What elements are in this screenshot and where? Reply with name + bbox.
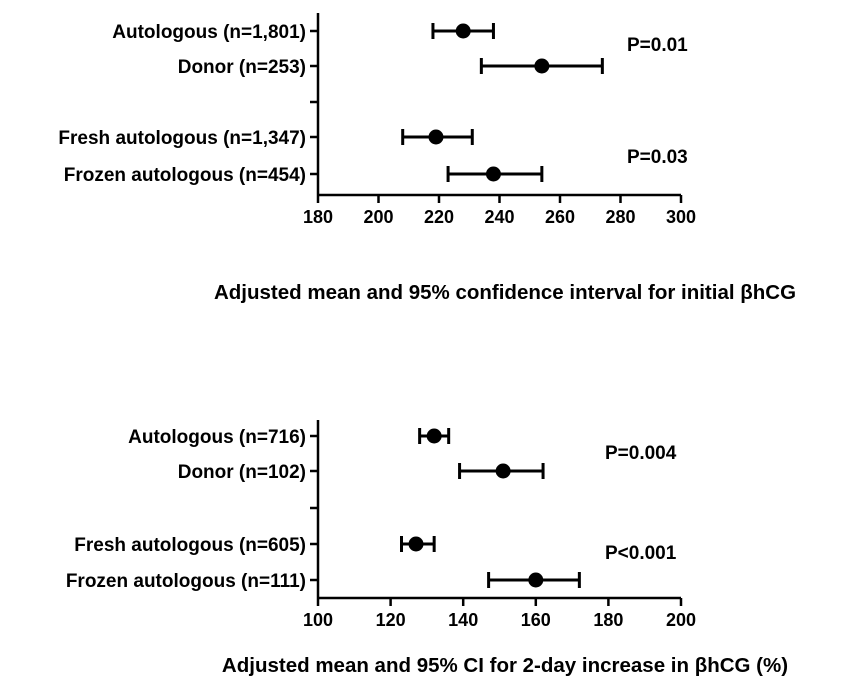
p-value-annotation: P<0.001 [605, 543, 677, 564]
mean-point [534, 58, 550, 74]
x-tick-label: 300 [666, 207, 696, 227]
x-tick-label: 200 [363, 207, 393, 227]
category-label: Donor (n=102) [178, 462, 306, 483]
p-value-annotation: P=0.03 [627, 147, 688, 168]
mean-point [408, 536, 424, 552]
category-label: Frozen autologous (n=454) [64, 165, 306, 186]
category-label: Donor (n=253) [178, 57, 306, 78]
mean-point [495, 463, 511, 479]
mean-point [455, 23, 471, 39]
x-tick-label: 240 [484, 207, 514, 227]
mean-point [428, 129, 444, 145]
x-tick-label: 220 [424, 207, 454, 227]
category-label: Frozen autologous (n=111) [66, 571, 306, 592]
x-tick-label: 260 [545, 207, 575, 227]
x-tick-label: 140 [448, 610, 478, 630]
p-value-annotation: P=0.01 [627, 35, 688, 56]
x-tick-label: 180 [593, 610, 623, 630]
p-value-annotation: P=0.004 [605, 443, 677, 464]
x-tick-label: 180 [303, 207, 333, 227]
category-label: Fresh autologous (n=1,347) [58, 128, 306, 149]
category-label: Autologous (n=1,801) [112, 22, 306, 43]
mean-point [528, 572, 544, 588]
x-axis-title: Adjusted mean and 95% CI for 2-day incre… [222, 654, 788, 677]
x-tick-label: 160 [521, 610, 551, 630]
category-label: Fresh autologous (n=605) [74, 535, 306, 556]
x-tick-label: 200 [666, 610, 696, 630]
x-axis-title: Adjusted mean and 95% confidence interva… [214, 281, 796, 304]
category-label: Autologous (n=716) [128, 427, 306, 448]
x-tick-label: 120 [376, 610, 406, 630]
mean-point [426, 428, 442, 444]
x-tick-label: 280 [605, 207, 635, 227]
x-tick-label: 100 [303, 610, 333, 630]
mean-point [485, 166, 501, 182]
